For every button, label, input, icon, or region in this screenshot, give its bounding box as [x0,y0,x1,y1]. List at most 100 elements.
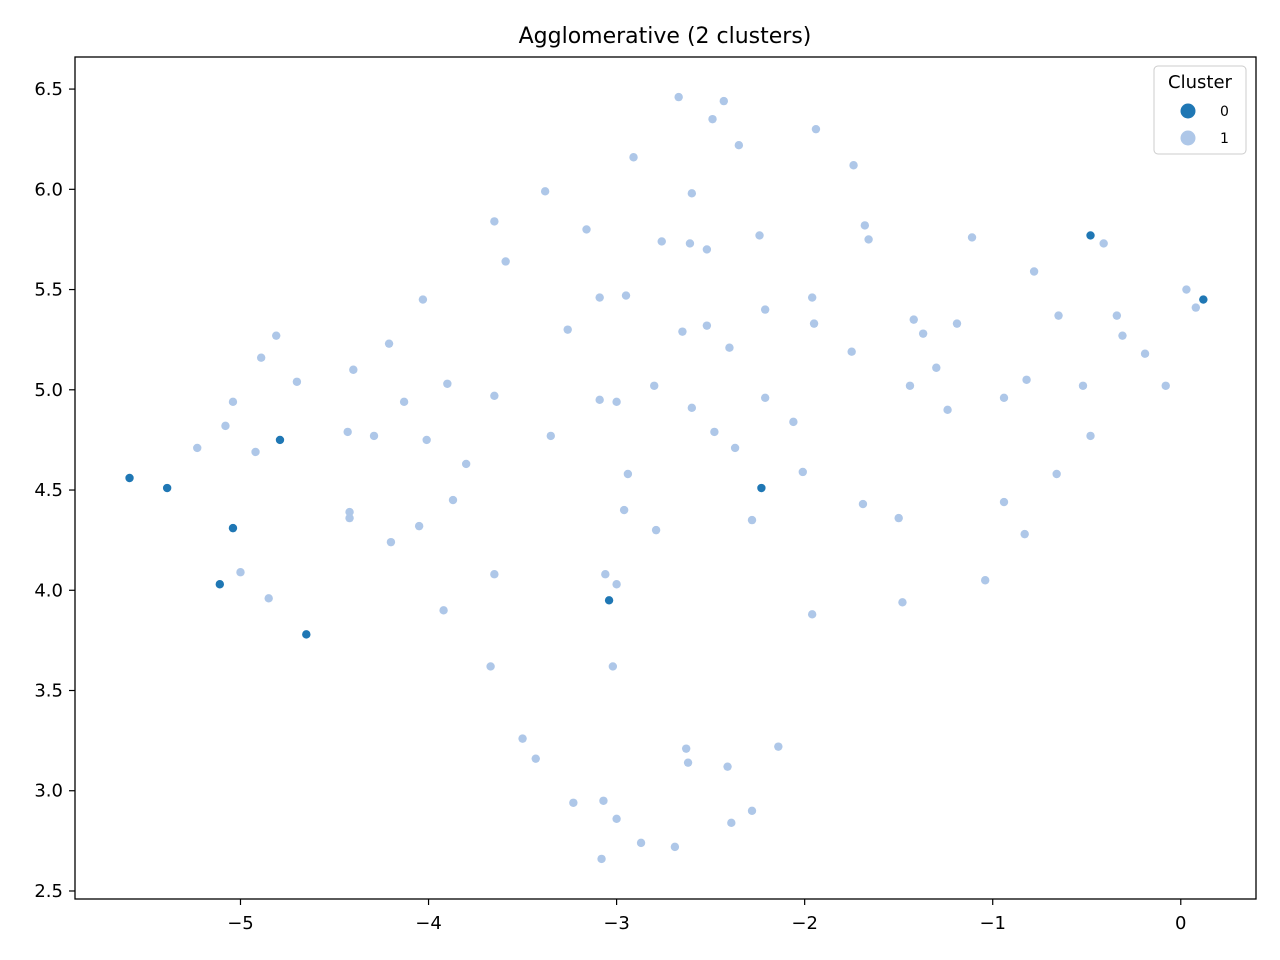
data-point-cluster-1 [710,427,719,437]
data-point-cluster-1 [943,405,952,415]
data-point-cluster-1 [518,734,527,743]
data-point-cluster-1 [612,814,621,824]
data-point-cluster-1 [1020,529,1029,539]
data-point-cluster-1 [909,315,918,324]
data-point-cluster-1 [725,343,734,352]
data-point-cluster-1 [1112,311,1122,320]
x-tick-label: −5 [227,913,254,934]
legend-label: 0 [1220,104,1229,120]
data-point-cluster-1 [894,513,903,523]
data-point-cluster-1 [708,114,717,124]
data-point-cluster-1 [730,443,740,453]
data-point-cluster-1 [193,443,202,453]
data-point-cluster-1 [999,393,1009,403]
data-point-cluster-0 [1086,231,1095,240]
data-point-cluster-1 [932,363,941,372]
data-point-cluster-1 [905,381,915,390]
data-point-cluster-1 [864,235,873,244]
data-point-cluster-1 [727,818,736,828]
data-point-cluster-1 [723,762,732,771]
data-point-cluster-1 [719,96,728,106]
data-point-cluster-1 [490,570,499,579]
y-tick-label: 6.5 [34,79,63,100]
data-point-cluster-1 [681,744,691,753]
data-point-cluster-1 [687,189,697,198]
data-point-cluster-1 [256,353,266,362]
data-point-cluster-0 [125,473,134,483]
data-point-cluster-1 [623,469,633,479]
data-point-cluster-0 [1199,295,1208,304]
legend-box [1153,65,1247,155]
data-point-cluster-1 [1054,311,1063,320]
data-point-cluster-1 [621,291,631,300]
y-tick-label: 6.0 [34,179,63,200]
data-point-cluster-1 [343,427,352,437]
data-point-cluster-1 [486,662,495,671]
data-point-cluster-1 [608,662,618,671]
x-tick-label: 0 [1175,913,1186,934]
data-point-cluster-1 [1029,267,1039,276]
data-point-cluster-1 [849,161,858,170]
data-point-cluster-1 [236,568,245,577]
data-point-cluster-1 [683,758,693,767]
data-point-cluster-0 [757,483,766,493]
data-point-cluster-1 [272,331,281,340]
x-tick-label: −2 [791,913,818,934]
y-tick-label: 2.5 [34,881,63,902]
data-point-cluster-1 [597,854,606,864]
data-point-cluster-1 [595,395,604,405]
data-point-cluster-1 [422,435,431,445]
data-point-cluster-1 [952,319,962,328]
data-point-cluster-1 [221,421,230,431]
data-point-cluster-1 [563,325,572,334]
data-point-cluster-1 [1118,331,1127,340]
data-point-cluster-1 [264,594,273,603]
data-point-cluster-1 [461,459,471,469]
legend: Cluster 0 1 [1153,65,1247,155]
data-point-cluster-1 [531,754,540,763]
y-tick-label: 3.0 [34,781,63,802]
data-point-cluster-1 [636,838,646,848]
data-point-cluster-0 [228,523,238,533]
data-point-cluster-1 [292,377,302,386]
data-point-cluster-0 [162,483,172,493]
data-point-cluster-1 [999,497,1009,507]
data-point-cluster-1 [384,339,394,348]
data-point-cluster-1 [1052,469,1061,479]
x-tick-label: −1 [979,913,1006,934]
data-point-cluster-1 [1078,381,1088,390]
y-tick-label: 4.0 [34,580,63,601]
data-point-cluster-1 [898,598,907,607]
data-point-cluster-1 [1182,285,1191,294]
legend-marker-cluster-0 [1180,103,1196,119]
data-point-cluster-1 [345,507,354,517]
x-axis: −5 −4 −3 −2 −1 0 [227,899,1187,934]
data-point-cluster-1 [1140,349,1150,358]
data-point-cluster-1 [807,610,817,619]
data-point-cluster-1 [345,513,354,523]
data-point-cluster-1 [760,393,770,403]
chart-title: Agglomerative (2 clusters) [519,24,812,49]
data-point-cluster-0 [215,580,225,589]
data-point-cluster-1 [847,347,856,356]
data-point-cluster-1 [747,806,757,815]
data-point-cluster-1 [1086,431,1095,441]
data-point-cluster-1 [349,365,358,374]
legend-marker-cluster-1 [1180,130,1196,146]
data-point-cluster-1 [918,329,928,338]
data-point-cluster-1 [612,580,621,589]
data-point-cluster-1 [687,403,697,413]
data-point-cluster-0 [604,596,614,605]
data-point-cluster-1 [612,397,621,407]
data-point-cluster-1 [490,217,499,226]
y-axis: 2.5 3.0 3.5 4.0 4.5 5.0 5.5 6.0 6.5 [34,79,75,902]
data-point-cluster-1 [860,221,870,230]
data-point-cluster-1 [1191,303,1201,312]
data-point-cluster-1 [1161,381,1170,390]
data-point-cluster-1 [702,321,712,330]
data-point-cluster-1 [386,537,396,547]
data-point-cluster-1 [967,233,977,242]
data-point-cluster-1 [251,447,260,457]
data-point-cluster-1 [540,187,550,196]
